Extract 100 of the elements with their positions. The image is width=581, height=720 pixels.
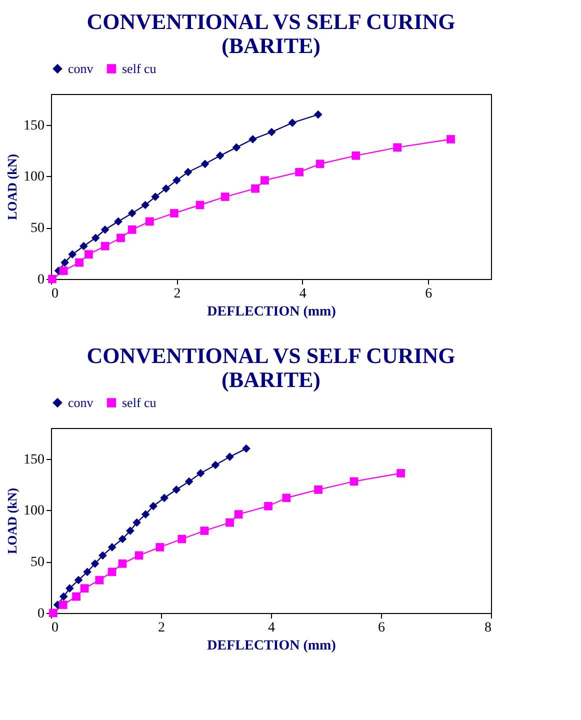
point [59, 266, 68, 275]
point [352, 151, 360, 160]
y-axis-title: LOAD (kN) [4, 154, 20, 220]
y-tick-label: 50 [30, 221, 44, 236]
y-axis-title: LOAD (kN) [4, 488, 20, 554]
point [184, 477, 194, 486]
x-tick-label: 0 [52, 620, 58, 636]
point [134, 551, 144, 560]
y-tick-label: 0 [38, 272, 44, 288]
x-axis-title: DEFLECTION (mm) [207, 638, 336, 654]
point [162, 184, 170, 193]
point [260, 176, 269, 185]
point [242, 444, 250, 453]
x-tick-label: 2 [158, 620, 165, 636]
point [141, 200, 150, 210]
point [172, 485, 181, 494]
point [108, 543, 116, 552]
point [151, 192, 160, 201]
point [95, 576, 104, 584]
x-tick-label: 6 [425, 286, 432, 302]
point [114, 217, 122, 226]
point [80, 584, 89, 593]
point [216, 151, 224, 160]
point [200, 160, 210, 168]
point [396, 469, 405, 478]
y-tick-label: 50 [30, 555, 44, 570]
point [128, 225, 136, 234]
x-tick-label: 6 [378, 620, 385, 636]
point [295, 168, 304, 176]
chart-title: CONVENTIONAL VS SELF CURING (BARITE) [86, 9, 456, 58]
point [68, 250, 77, 259]
legend-label: conv [68, 60, 94, 76]
point [149, 502, 158, 510]
point [251, 184, 260, 193]
point [100, 242, 110, 250]
y-tick-label: 150 [24, 452, 44, 468]
point [100, 225, 110, 234]
point [83, 568, 92, 576]
point [59, 592, 68, 601]
point [350, 477, 358, 486]
x-tick-label: 4 [268, 620, 275, 636]
chart-title: CONVENTIONAL VS SELF CURING (BARITE) [86, 343, 456, 392]
point [160, 494, 168, 502]
point [58, 600, 68, 609]
point [184, 168, 192, 176]
point [108, 568, 116, 576]
point [126, 526, 134, 535]
x-tick-label: 8 [484, 620, 492, 636]
point [132, 518, 141, 527]
point [314, 110, 322, 119]
x-tick-label: 4 [299, 286, 306, 302]
point [446, 135, 455, 144]
point [60, 258, 70, 267]
point [178, 534, 186, 544]
point [316, 160, 324, 168]
y-tick-label: 100 [24, 170, 44, 185]
point [264, 502, 272, 510]
y-tick-label: 0 [38, 606, 44, 622]
point [288, 118, 297, 127]
point [232, 143, 241, 152]
point [72, 592, 80, 601]
y-tick-label: 150 [24, 118, 44, 134]
point [49, 608, 58, 618]
point [146, 217, 154, 226]
y-tick-label: 100 [24, 504, 44, 519]
point [234, 510, 243, 519]
point [156, 543, 164, 552]
point [282, 494, 291, 502]
point [267, 128, 276, 136]
point [80, 242, 88, 250]
point [90, 559, 100, 568]
point [74, 576, 83, 584]
point [66, 584, 74, 593]
x-axis-title: DEFLECTION (mm) [207, 304, 336, 320]
point [91, 234, 100, 242]
point [248, 135, 257, 144]
point [220, 192, 230, 201]
point [84, 250, 93, 259]
point [170, 209, 178, 218]
legend-label: self cu [122, 394, 157, 410]
x-tick-label: 2 [174, 286, 181, 302]
point [118, 534, 127, 544]
point [196, 469, 205, 478]
point [314, 485, 322, 494]
point [48, 274, 56, 284]
point [196, 200, 204, 210]
x-tick-label: 0 [52, 286, 58, 302]
point [128, 209, 136, 218]
point [200, 526, 209, 535]
point [226, 452, 234, 461]
point [118, 559, 127, 568]
point [393, 143, 402, 152]
legend-label: conv [68, 394, 94, 410]
point [211, 460, 220, 470]
point [141, 510, 150, 519]
point [116, 234, 125, 242]
point [226, 518, 234, 527]
point [98, 551, 107, 560]
legend-label: self cu [122, 60, 157, 76]
point [75, 258, 84, 267]
